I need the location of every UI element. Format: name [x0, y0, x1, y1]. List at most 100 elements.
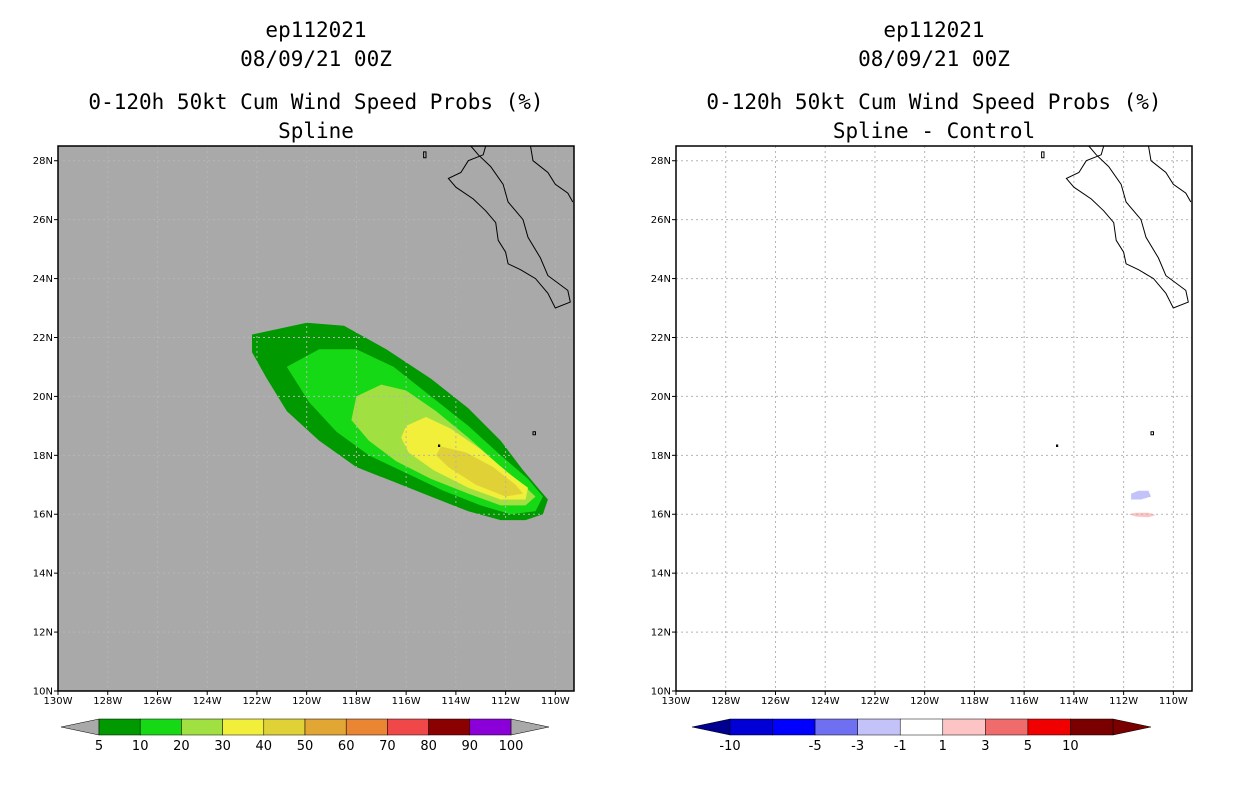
lon-tick-label: 112W: [491, 696, 520, 707]
colorbar-label: 10: [1062, 739, 1079, 754]
lon-tick-label: 112W: [1109, 696, 1138, 707]
prob-contour-40: [436, 446, 523, 497]
colorbar-swatch: [263, 718, 306, 736]
colorbar-swatch: [139, 718, 182, 736]
colorbar-label: 5: [95, 739, 103, 754]
colorbar-label: -1: [894, 739, 907, 754]
colorbar-swatch: [1070, 718, 1114, 736]
lon-tick-label: 130W: [44, 696, 73, 707]
lon-tick-label: 130W: [662, 696, 691, 707]
lat-tick-label: 26N: [33, 215, 53, 226]
lat-tick-label: 20N: [33, 392, 53, 403]
lon-tick-label: 126W: [143, 696, 172, 707]
colorbar-swatch: [222, 718, 265, 736]
colorbar-label: 80: [420, 739, 437, 754]
lon-tick-label: 120W: [292, 696, 321, 707]
colorbar-swatch: [387, 718, 429, 736]
lat-tick-label: 12N: [33, 628, 53, 639]
colorbar-swatch: [304, 718, 347, 736]
colorbar-upper-arrow: [510, 718, 550, 736]
init-time: 08/09/21 00Z: [858, 47, 1010, 71]
lat-tick-label: 24N: [651, 274, 671, 285]
lat-tick-label: 16N: [651, 510, 671, 521]
diff-patch-1: [1128, 512, 1156, 518]
lat-tick-label: 22N: [33, 333, 53, 344]
colorbar-swatch: [942, 718, 986, 736]
colorbar-swatch: [428, 718, 471, 736]
colorbar-swatch: [729, 718, 773, 736]
lat-tick-label: 10N: [651, 687, 671, 698]
colorbar-label: 20: [173, 739, 190, 754]
lat-tick-label: 24N: [33, 274, 53, 285]
colorbar-swatch: [345, 718, 388, 736]
method-label: Spline - Control: [832, 119, 1036, 143]
mexico-mainland: [530, 146, 574, 203]
colorbar-swatch: [814, 718, 858, 736]
lon-tick-label: 116W: [392, 696, 421, 707]
lat-tick-label: 28N: [33, 156, 53, 167]
lon-tick-label: 128W: [711, 696, 740, 707]
island-1: [438, 444, 441, 447]
product-title: 0-120h 50kt Cum Wind Speed Probs (%): [88, 90, 544, 114]
colorbar-swatch: [181, 718, 223, 736]
storm-id: ep112021: [883, 18, 985, 42]
panel-left-title: ep112021 08/09/21 00Z 0-120h 50kt Cum Wi…: [58, 16, 574, 146]
lat-tick-label: 14N: [33, 569, 53, 580]
coastline: [1041, 146, 1192, 447]
colorbar-label: 90: [462, 739, 479, 754]
colorbar-label: 10: [132, 739, 149, 754]
lon-tick-label: 120W: [910, 696, 939, 707]
colorbar-label: 50: [297, 739, 314, 754]
lon-tick-label: 110W: [1159, 696, 1188, 707]
lat-tick-label: 18N: [651, 451, 671, 462]
lat-tick-label: 16N: [33, 510, 53, 521]
island-2: [423, 151, 427, 159]
method-label: Spline: [278, 119, 354, 143]
coastline: [423, 146, 574, 447]
difference-colorbar: -10 -5 -3 -1 1 3 5 10: [691, 718, 1152, 754]
colorbar-swatch: [1027, 718, 1071, 736]
island-1: [1056, 444, 1059, 447]
colorbar-swatch: [469, 718, 512, 736]
lat-tick-label: 12N: [651, 628, 671, 639]
colorbar-label: 5: [1024, 739, 1032, 754]
colorbar-swatch: [899, 718, 944, 736]
probability-map: 130W 128W 126W 124W 122W 120W 118W 116W 114W 112W…: [33, 145, 575, 707]
colorbar-label: -5: [809, 739, 822, 754]
lat-tick-label: 18N: [33, 451, 53, 462]
panel-right-title: ep112021 08/09/21 00Z 0-120h 50kt Cum Wi…: [676, 16, 1192, 146]
baja-peninsula: [447, 146, 571, 309]
lat-tick-label: 22N: [651, 333, 671, 344]
lon-tick-label: 124W: [193, 696, 222, 707]
colorbar-swatch: [772, 718, 816, 736]
gridlines: [676, 146, 1192, 691]
lon-tick-label: 128W: [93, 696, 122, 707]
lon-tick-label: 114W: [1059, 696, 1088, 707]
lon-tick-label: 114W: [441, 696, 470, 707]
lon-tick-label: 124W: [811, 696, 840, 707]
lon-tick-label: 122W: [242, 696, 271, 707]
colorbar-label: 30: [214, 739, 231, 754]
colorbar-label: 3: [981, 739, 989, 754]
lat-tick-label: 28N: [651, 156, 671, 167]
product-title: 0-120h 50kt Cum Wind Speed Probs (%): [706, 90, 1162, 114]
colorbar-label: 70: [379, 739, 396, 754]
baja-peninsula: [1065, 146, 1189, 309]
colorbar-swatch: [98, 718, 141, 736]
colorbar-label: 100: [499, 739, 524, 754]
colorbar-lower-arrow: [691, 718, 731, 736]
lon-tick-label: 118W: [342, 696, 371, 707]
colorbar-label: 1: [939, 739, 947, 754]
difference-map: 130W 128W 126W 124W 122W 120W 118W 116W 114W 112W…: [651, 145, 1193, 707]
map-frame: [675, 145, 1193, 692]
colorbar-label: 40: [256, 739, 273, 754]
diff-patch-0: [1131, 490, 1151, 500]
lon-tick-label: 116W: [1010, 696, 1039, 707]
lat-tick-label: 14N: [651, 569, 671, 580]
storm-id: ep112021: [265, 18, 367, 42]
lon-tick-label: 122W: [860, 696, 889, 707]
lon-tick-label: 126W: [761, 696, 790, 707]
island-2: [1041, 151, 1045, 159]
colorbar-upper-arrow: [1112, 718, 1152, 736]
